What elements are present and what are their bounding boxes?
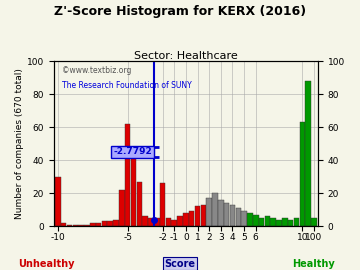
Bar xyxy=(113,220,119,226)
Bar xyxy=(247,213,253,226)
Bar xyxy=(107,221,113,226)
Bar xyxy=(311,218,317,226)
Text: Score: Score xyxy=(165,259,195,269)
Bar xyxy=(136,182,142,226)
Bar xyxy=(300,122,305,226)
Bar xyxy=(183,213,189,226)
Text: Z'-Score Histogram for KERX (2016): Z'-Score Histogram for KERX (2016) xyxy=(54,5,306,18)
Bar xyxy=(253,215,258,226)
Bar xyxy=(305,81,311,226)
Bar xyxy=(218,200,224,226)
Bar xyxy=(61,223,66,226)
Bar xyxy=(55,177,60,226)
Bar xyxy=(119,190,125,226)
Bar xyxy=(206,198,212,226)
Bar xyxy=(294,218,299,226)
Bar xyxy=(96,223,101,226)
Bar xyxy=(131,147,136,226)
Bar xyxy=(288,220,293,226)
Bar xyxy=(241,211,247,226)
Bar xyxy=(224,203,229,226)
Y-axis label: Number of companies (670 total): Number of companies (670 total) xyxy=(15,68,24,219)
Bar xyxy=(177,216,183,226)
Bar xyxy=(154,218,159,226)
Bar xyxy=(235,208,241,226)
Bar xyxy=(67,225,72,226)
Bar xyxy=(276,220,282,226)
Bar xyxy=(282,218,288,226)
Text: The Research Foundation of SUNY: The Research Foundation of SUNY xyxy=(62,81,192,90)
Bar xyxy=(90,223,95,226)
Bar xyxy=(72,225,78,226)
Text: Healthy: Healthy xyxy=(292,259,334,269)
Bar xyxy=(265,216,270,226)
Bar xyxy=(259,218,264,226)
Bar xyxy=(148,218,154,226)
Bar xyxy=(166,218,171,226)
Bar xyxy=(125,124,130,226)
Bar xyxy=(195,207,200,226)
Bar xyxy=(212,193,218,226)
Bar xyxy=(78,225,84,226)
Bar xyxy=(230,205,235,226)
Text: ©www.textbiz.org: ©www.textbiz.org xyxy=(62,66,131,75)
Bar xyxy=(102,221,107,226)
Title: Sector: Healthcare: Sector: Healthcare xyxy=(134,51,238,61)
Text: -2.7792: -2.7792 xyxy=(113,147,152,156)
Bar xyxy=(189,211,194,226)
Bar xyxy=(201,205,206,226)
Bar xyxy=(171,220,177,226)
Text: Unhealthy: Unhealthy xyxy=(19,259,75,269)
Bar xyxy=(84,225,90,226)
Bar xyxy=(160,183,165,226)
Bar xyxy=(142,216,148,226)
Bar xyxy=(270,218,276,226)
